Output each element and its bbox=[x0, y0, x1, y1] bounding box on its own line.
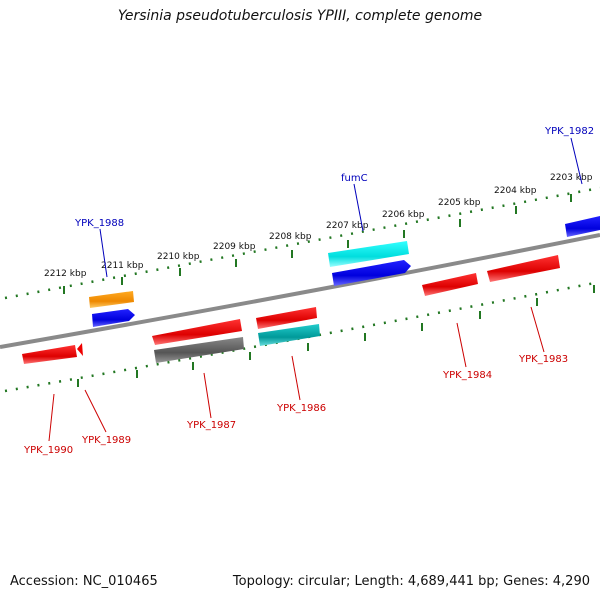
leader-fumc bbox=[353, 183, 364, 232]
gene-labels: YPK_1982 fumC YPK_1988 YPK_1983 YPK_1984… bbox=[23, 126, 594, 456]
leader-ypk-1982 bbox=[570, 137, 583, 185]
tick-label: 2207 kbp bbox=[326, 221, 369, 231]
tick-labels: 2212 kbp 2211 kbp 2210 kbp 2209 kbp 2208… bbox=[44, 173, 593, 279]
leader-ypk-1986 bbox=[291, 355, 301, 401]
gene-label-ypk-1988: YPK_1988 bbox=[74, 218, 124, 229]
gene-ypk-1987[interactable] bbox=[152, 319, 242, 345]
gene-fumc[interactable] bbox=[328, 241, 409, 267]
leader-ypk-1990 bbox=[48, 393, 55, 442]
leader-ypk-1988 bbox=[99, 228, 108, 278]
gene-label-ypk-1982: YPK_1982 bbox=[544, 126, 594, 137]
gene-ypk-1984[interactable] bbox=[422, 273, 478, 296]
tick-label: 2205 kbp bbox=[438, 198, 481, 208]
major-ticks bbox=[63, 194, 595, 387]
forward-genes bbox=[89, 216, 600, 327]
tick-label: 2210 kbp bbox=[157, 252, 200, 262]
reverse-genes bbox=[22, 255, 560, 364]
leader-ypk-1987 bbox=[203, 372, 212, 419]
tick-label: 2209 kbp bbox=[213, 242, 256, 252]
leader-ypk-1989 bbox=[84, 389, 107, 433]
tick-label: 2203 kbp bbox=[550, 173, 593, 183]
gene-label-ypk-1990: YPK_1990 bbox=[23, 445, 73, 456]
accession-label: Accession: NC_010465 bbox=[10, 574, 158, 589]
tick-label: 2204 kbp bbox=[494, 186, 537, 196]
outer-scale-track bbox=[4, 186, 600, 300]
tick-label: 2212 kbp bbox=[44, 269, 87, 279]
genome-backbone bbox=[0, 233, 600, 349]
gene-label-ypk-1987: YPK_1987 bbox=[186, 420, 236, 431]
gene-label-ypk-1984: YPK_1984 bbox=[442, 370, 492, 381]
gene-ypk-1988-cds[interactable] bbox=[92, 309, 135, 327]
gene-ypk-1989[interactable] bbox=[77, 343, 83, 356]
gene-ypk-1986-red[interactable] bbox=[256, 307, 317, 329]
leader-ypk-1983 bbox=[530, 306, 545, 353]
gene-ypk-1990[interactable] bbox=[22, 345, 77, 364]
tick-label: 2206 kbp bbox=[382, 210, 425, 220]
gene-ypk-1987-gray[interactable] bbox=[154, 337, 244, 363]
gene-ypk-1986[interactable] bbox=[258, 324, 320, 346]
gene-ypk-1983[interactable] bbox=[487, 255, 560, 282]
gene-label-fumc: fumC bbox=[341, 173, 368, 184]
tick-label: 2208 kbp bbox=[269, 232, 312, 242]
gene-label-ypk-1989: YPK_1989 bbox=[81, 435, 131, 446]
label-leaders bbox=[48, 137, 583, 442]
genome-title: Yersinia pseudotuberculosis YPIII, compl… bbox=[117, 8, 483, 24]
gene-ypk-1988[interactable] bbox=[89, 291, 134, 308]
gene-ypk-1982[interactable] bbox=[565, 216, 600, 237]
gene-fumc-cds[interactable] bbox=[332, 260, 411, 286]
tick-label: 2211 kbp bbox=[101, 261, 144, 271]
gene-label-ypk-1983: YPK_1983 bbox=[518, 354, 568, 365]
gene-label-ypk-1986: YPK_1986 bbox=[276, 403, 326, 414]
genome-summary: Topology: circular; Length: 4,689,441 bp… bbox=[232, 574, 590, 589]
leader-ypk-1984 bbox=[456, 322, 467, 368]
